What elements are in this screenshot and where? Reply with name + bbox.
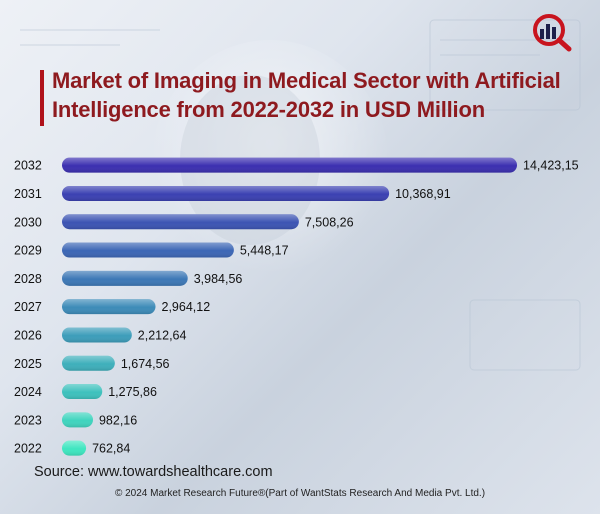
bar-highlight	[62, 355, 115, 371]
value-label: 982,16	[99, 413, 137, 427]
category-label: 2032	[14, 159, 42, 173]
category-label: 2027	[14, 300, 42, 314]
bar-highlight	[62, 299, 156, 315]
category-label: 2029	[14, 244, 42, 258]
bar-highlight	[62, 185, 390, 201]
bar-highlight	[62, 412, 93, 428]
bar-chart: 2032 14,423,15 2031 10,368,91 2030 7,508,26 20…	[14, 157, 579, 456]
category-label: 2024	[14, 385, 42, 399]
bar-highlight	[62, 327, 132, 343]
copyright-text: © 2024 Market Research Future®(Part of W…	[114, 488, 486, 499]
value-label: 14,423,15	[523, 159, 579, 173]
category-label: 2030	[14, 215, 42, 229]
chart-title: Market of Imaging in Medical Sector with…	[52, 68, 561, 122]
value-label: 7,508,26	[305, 215, 354, 229]
value-label: 2,212,64	[138, 328, 187, 342]
bar-highlight	[62, 242, 234, 258]
value-label: 5,448,17	[240, 244, 289, 258]
source-text: Source: www.towardshealthcare.com	[34, 464, 273, 480]
bar-highlight	[62, 214, 299, 230]
value-label: 1,674,56	[121, 357, 170, 371]
value-label: 762,84	[92, 442, 130, 456]
bar-highlight	[62, 440, 87, 456]
bar-highlight	[62, 157, 517, 173]
value-label: 2,964,12	[162, 300, 211, 314]
value-label: 3,984,56	[194, 272, 243, 286]
value-label: 1,275,86	[108, 385, 157, 399]
category-label: 2028	[14, 272, 42, 286]
category-label: 2023	[14, 413, 42, 427]
bar-highlight	[62, 384, 103, 400]
category-label: 2031	[14, 187, 42, 201]
title-accent-bar	[40, 70, 44, 126]
category-label: 2022	[14, 442, 42, 456]
bar-highlight	[62, 270, 188, 286]
value-label: 10,368,91	[395, 187, 451, 201]
market-research-future-logo-icon	[533, 14, 572, 52]
category-label: 2025	[14, 357, 42, 371]
category-label: 2026	[14, 328, 42, 342]
